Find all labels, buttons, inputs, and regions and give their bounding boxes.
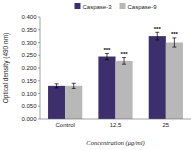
plot-area: [48, 32, 183, 119]
legend-item: Caspase-9: [120, 3, 158, 10]
error-stem: [73, 83, 74, 88]
error-cap: [155, 32, 159, 33]
annotations: *** *** *** ***: [103, 26, 178, 57]
x-axis-label: Concentration (μg/ml): [86, 139, 144, 147]
error-stem: [124, 58, 125, 65]
error-bar: [72, 83, 76, 88]
error-stem: [157, 32, 158, 40]
legend-swatch: [120, 3, 126, 9]
error-cap: [105, 53, 109, 54]
significance-marker: ***: [154, 26, 162, 32]
y-tick-label: 0.400: [21, 14, 37, 20]
y-tick-label: 0.350: [21, 27, 37, 33]
series: [65, 43, 183, 120]
x-tick-label: 12.5: [110, 122, 122, 128]
error-bars: [72, 38, 177, 88]
legend-label: Caspase-3: [82, 4, 112, 10]
legend-swatch: [74, 3, 80, 9]
error-cap: [55, 83, 59, 84]
y-tick-label: 0.150: [21, 78, 37, 84]
significance-marker: ***: [121, 51, 129, 57]
legend: Caspase-3 Caspase-9: [74, 3, 157, 10]
error-cap: [172, 47, 176, 48]
error-bar: [172, 38, 176, 47]
legend-item: Caspase-3: [74, 3, 112, 10]
error-cap: [122, 64, 126, 65]
bar: [116, 61, 133, 119]
chart: 0.000 0.050 0.100 0.150 0.200 0.250 0.300 0.350…: [0, 0, 196, 150]
y-axis-line: [40, 17, 41, 119]
y-tick-label: 0.300: [21, 40, 37, 46]
y-axis-label: Optical density (490 nm): [2, 33, 10, 103]
bar: [48, 86, 65, 119]
y-axis: 0.000 0.050 0.100 0.150 0.200 0.250 0.300 0.350…: [21, 14, 40, 122]
bar: [166, 43, 183, 120]
significance-marker: ***: [103, 47, 111, 53]
y-tick-label: 0.000: [21, 116, 37, 122]
bar: [98, 57, 115, 119]
bar: [149, 36, 166, 119]
x-tick-label: Control: [55, 122, 74, 128]
error-stem: [56, 84, 57, 88]
y-tick-label: 0.050: [21, 103, 37, 109]
error-bar: [122, 58, 126, 65]
error-cap: [55, 87, 59, 88]
error-cap: [72, 88, 76, 89]
error-stem: [174, 38, 175, 47]
legend-label: Caspase-9: [128, 4, 158, 10]
y-tick-label: 0.200: [21, 65, 37, 71]
significance-marker: ***: [171, 31, 179, 37]
series: [48, 36, 166, 119]
bar: [65, 86, 82, 119]
error-bar: [105, 53, 109, 59]
error-cap: [122, 57, 126, 58]
x-axis-line: [40, 119, 191, 120]
error-bars: [55, 32, 160, 88]
y-tick-label: 0.100: [21, 91, 37, 97]
error-bar: [155, 32, 159, 40]
error-cap: [172, 37, 176, 38]
error-cap: [155, 39, 159, 40]
error-stem: [106, 53, 107, 59]
error-bar: [55, 84, 59, 88]
error-cap: [105, 59, 109, 60]
error-cap: [72, 83, 76, 84]
y-tick-label: 0.250: [21, 52, 37, 58]
x-tick-label: 25: [162, 122, 169, 128]
x-axis: Control 12.5 25: [55, 122, 169, 128]
